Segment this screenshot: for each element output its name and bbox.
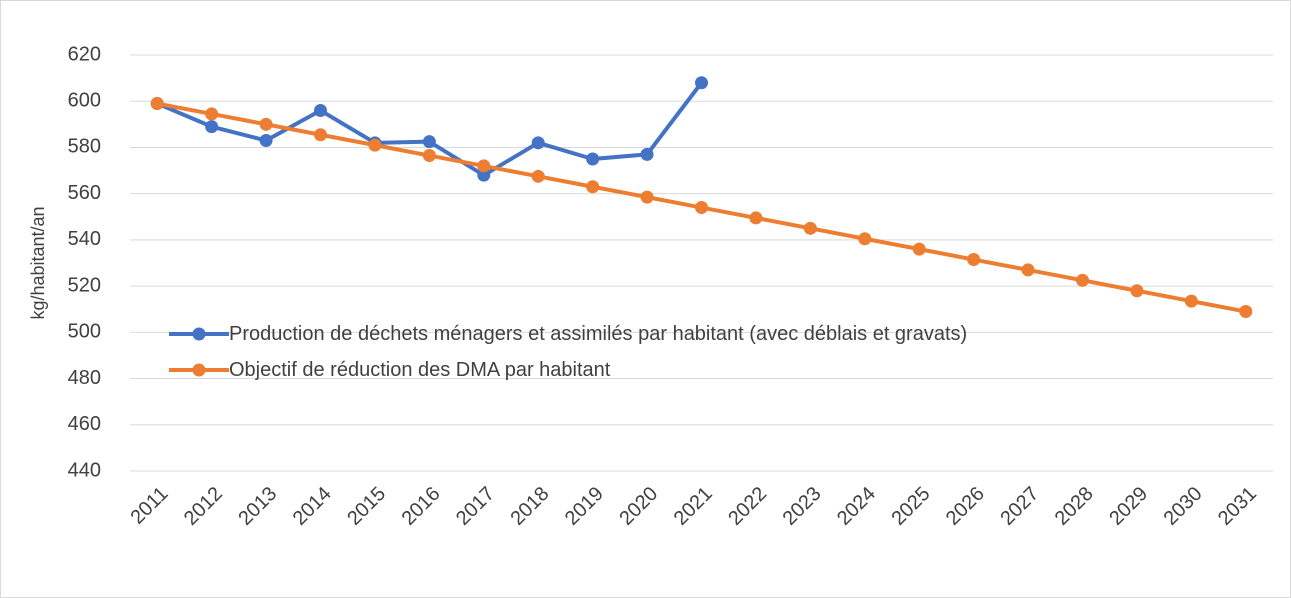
x-tick-label: 2011: [127, 483, 173, 529]
legend-marker: [192, 327, 206, 341]
point: [1021, 263, 1035, 277]
legend-swatch: [169, 327, 229, 341]
y-tick-label: 540: [68, 228, 101, 250]
point: [1076, 273, 1089, 287]
point: [531, 136, 545, 150]
point: [477, 159, 491, 173]
legend-label: Production de déchets ménagers et assimi…: [229, 323, 968, 345]
legend-item: Production de déchets ménagers et assimi…: [169, 319, 1129, 349]
x-tick-label: 2016: [398, 483, 445, 530]
point: [422, 149, 436, 163]
point: [858, 232, 872, 246]
point: [259, 134, 273, 148]
x-tick-label: 2013: [234, 483, 281, 530]
legend-item: Objectif de réduction des DMA par habita…: [169, 355, 1129, 385]
point: [205, 107, 219, 121]
point: [640, 147, 654, 161]
point: [586, 180, 600, 194]
x-tick-label: 2012: [180, 483, 227, 530]
x-tick-label: 2025: [887, 483, 934, 530]
y-tick-label: 480: [68, 367, 101, 389]
point: [150, 97, 164, 111]
x-tick-label: 2021: [670, 483, 717, 530]
x-tick-label: 2031: [1214, 483, 1261, 530]
x-tick-label: 2024: [833, 483, 880, 530]
point: [259, 117, 273, 131]
legend: Production de déchets ménagers et assimi…: [169, 319, 1129, 391]
point: [1184, 294, 1198, 308]
legend-swatch: [169, 363, 229, 377]
x-tick-label: 2018: [506, 483, 553, 530]
y-tick-label: 500: [68, 321, 101, 343]
y-tick-label: 520: [68, 274, 101, 296]
x-tick-label: 2022: [724, 483, 771, 530]
point: [368, 138, 382, 152]
legend-marker: [192, 363, 206, 377]
y-tick-label: 620: [68, 43, 101, 65]
x-tick-label: 2027: [996, 483, 1043, 530]
point: [477, 168, 491, 182]
x-tick-label: 2028: [1051, 483, 1098, 530]
point: [586, 152, 600, 166]
point: [531, 169, 545, 183]
point: [314, 128, 327, 142]
point: [695, 76, 708, 90]
point: [1130, 284, 1144, 298]
y-tick-label: 600: [68, 90, 101, 112]
y-axis-label: kg/habitant/an: [28, 206, 48, 319]
point: [205, 120, 219, 134]
legend-label: Objectif de réduction des DMA par habita…: [229, 359, 611, 381]
point: [640, 190, 654, 204]
y-tick-label: 440: [68, 459, 101, 481]
point: [314, 103, 327, 117]
x-tick-label: 2019: [561, 483, 608, 530]
point: [967, 253, 981, 267]
x-tick-label: 2030: [1160, 483, 1207, 530]
x-tick-label: 2015: [343, 483, 390, 530]
y-tick-label: 460: [68, 413, 101, 435]
y-tick-label: 560: [68, 182, 101, 204]
y-tick-label: 580: [68, 136, 101, 158]
x-tick-label: 2026: [942, 483, 989, 530]
point: [1239, 305, 1253, 319]
point: [695, 201, 708, 215]
x-tick-label: 2020: [615, 483, 662, 530]
point: [803, 221, 817, 235]
x-tick-label: 2029: [1105, 483, 1152, 530]
point: [749, 211, 763, 225]
x-tick-label: 2017: [452, 483, 499, 530]
x-tick-label: 2014: [289, 483, 336, 530]
x-tick-label: 2023: [779, 483, 826, 530]
point: [422, 135, 436, 149]
point: [912, 242, 926, 256]
